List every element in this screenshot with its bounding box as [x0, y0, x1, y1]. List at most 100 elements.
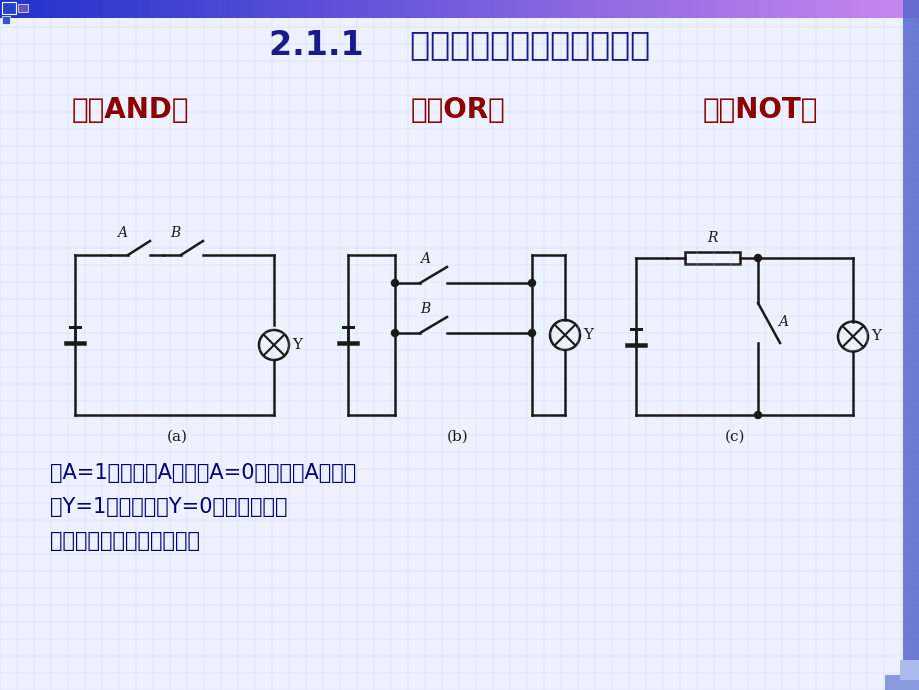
Circle shape [528, 279, 535, 286]
Bar [792, 0, 804, 18]
Bar [2, 2, 16, 14]
Text: 非（NOT）: 非（NOT） [701, 96, 817, 124]
Bar [746, 0, 758, 18]
Bar [666, 0, 678, 18]
Bar [287, 0, 299, 18]
Bar [138, 0, 149, 18]
Bar [758, 0, 770, 18]
Bar [597, 0, 608, 18]
Bar [149, 0, 161, 18]
Bar [505, 0, 516, 18]
Bar [494, 0, 505, 18]
Bar [586, 0, 597, 18]
Bar [724, 0, 735, 18]
Bar [161, 0, 173, 18]
Text: A: A [420, 252, 429, 266]
Text: B: B [170, 226, 180, 240]
Bar [322, 0, 333, 18]
Bar [345, 0, 357, 18]
Bar [899, 660, 919, 680]
Bar [253, 0, 265, 18]
Circle shape [391, 330, 398, 337]
Bar [11, 0, 23, 18]
Text: A: A [777, 315, 788, 329]
Bar [862, 0, 873, 18]
Bar [884, 675, 919, 690]
Text: 以Y=1表示灯亮，Y=0表示等不亮；: 以Y=1表示灯亮，Y=0表示等不亮； [50, 497, 288, 517]
Bar [333, 0, 345, 18]
Bar [850, 0, 862, 18]
Bar [643, 0, 654, 18]
Bar [562, 0, 574, 18]
Bar [391, 0, 403, 18]
Bar [574, 0, 586, 18]
Text: R: R [707, 231, 717, 245]
Bar [0, 0, 11, 18]
Bar [516, 0, 528, 18]
Bar [425, 0, 437, 18]
Bar [2, 16, 10, 24]
Text: 三种电路的因果关系不同：: 三种电路的因果关系不同： [50, 531, 199, 551]
Text: (b): (b) [446, 430, 468, 444]
Bar [368, 0, 380, 18]
Bar [689, 0, 701, 18]
Bar [839, 0, 850, 18]
Bar [357, 0, 368, 18]
Bar [184, 0, 196, 18]
Bar [403, 0, 414, 18]
Bar [380, 0, 391, 18]
Bar [482, 0, 494, 18]
Bar [770, 0, 781, 18]
Bar [241, 0, 253, 18]
Bar [69, 0, 81, 18]
Bar [685, 252, 739, 264]
Bar [57, 0, 69, 18]
Bar [414, 0, 425, 18]
Bar [173, 0, 184, 18]
Bar [528, 0, 540, 18]
Text: 以A=1表示开关A合上，A=0表示开关A断开；: 以A=1表示开关A合上，A=0表示开关A断开； [50, 463, 356, 483]
Text: 2.1.1    逻辑代数中的三种基本运算: 2.1.1 逻辑代数中的三种基本运算 [269, 28, 650, 61]
Bar [265, 0, 276, 18]
Text: Y: Y [583, 328, 593, 342]
Bar [873, 0, 885, 18]
Bar [81, 0, 92, 18]
Bar [701, 0, 712, 18]
Circle shape [528, 330, 535, 337]
Bar [540, 0, 551, 18]
Bar [551, 0, 562, 18]
Text: Y: Y [870, 330, 880, 344]
Circle shape [754, 255, 761, 262]
Bar [896, 0, 908, 18]
Bar [608, 0, 620, 18]
Text: 或（OR）: 或（OR） [410, 96, 505, 124]
Bar [804, 0, 816, 18]
Bar [196, 0, 207, 18]
Text: (c): (c) [724, 430, 744, 444]
Bar [471, 0, 482, 18]
Bar [46, 0, 57, 18]
Bar [460, 0, 471, 18]
Bar [735, 0, 746, 18]
Bar [712, 0, 724, 18]
Bar [115, 0, 127, 18]
Bar [816, 0, 827, 18]
Bar [299, 0, 311, 18]
Text: (a): (a) [167, 430, 187, 444]
Bar [885, 0, 896, 18]
Text: B: B [419, 302, 430, 316]
Bar [827, 0, 839, 18]
Bar [902, 0, 919, 690]
Bar [127, 0, 138, 18]
Bar [437, 0, 448, 18]
Bar [35, 0, 46, 18]
Bar [448, 0, 460, 18]
Bar [92, 0, 103, 18]
Bar [620, 0, 632, 18]
Circle shape [754, 411, 761, 419]
Bar [207, 0, 219, 18]
Circle shape [391, 279, 398, 286]
Bar [781, 0, 792, 18]
Bar [678, 0, 689, 18]
Text: 与（AND）: 与（AND） [71, 96, 188, 124]
